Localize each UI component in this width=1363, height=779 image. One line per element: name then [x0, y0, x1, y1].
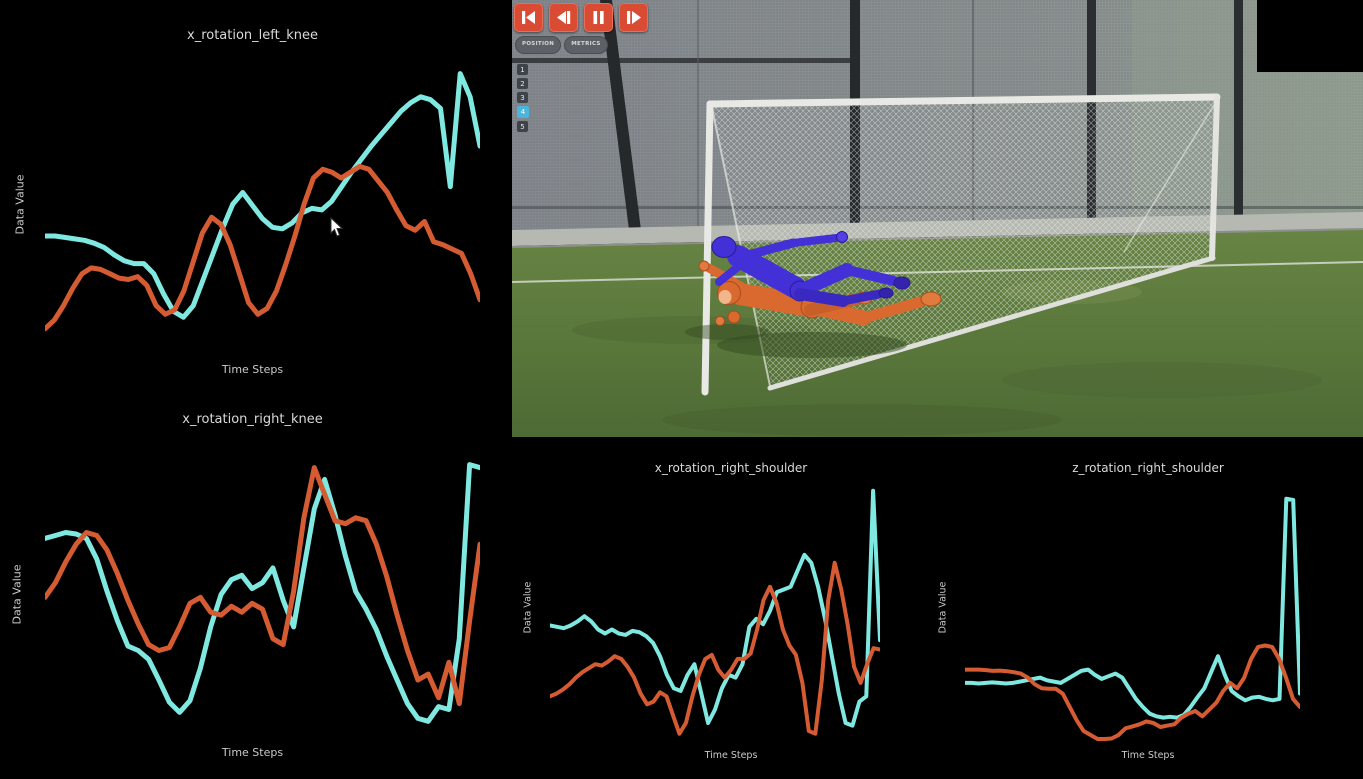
blue-mannequin	[711, 231, 911, 307]
chart-z-rotation-right-shoulder: z_rotation_right_shoulder Data Value Tim…	[935, 444, 1361, 779]
frame-selector: 1 2 3 4 5	[517, 64, 529, 132]
goal-right-post	[1209, 94, 1220, 261]
mouse-cursor	[330, 217, 344, 237]
chart-x-rotation-left-knee: x_rotation_left_knee Data Value Time Ste…	[0, 0, 505, 392]
pause-button[interactable]	[584, 3, 613, 32]
frame-item-2[interactable]: 2	[517, 78, 528, 89]
scene-render	[512, 0, 1363, 437]
line-plot	[45, 71, 480, 332]
x-axis-label: Time Steps	[1121, 750, 1175, 761]
chart-title: x_rotation_right_shoulder	[654, 461, 808, 475]
figure-shadow	[685, 324, 769, 340]
step-forward-button[interactable]	[619, 3, 648, 32]
y-axis-label: Data Value	[13, 174, 27, 235]
tab-metrics[interactable]: METRICS	[564, 36, 608, 54]
line-plot	[45, 462, 480, 724]
pause-icon	[593, 11, 604, 24]
figure-shadow	[717, 332, 907, 358]
top-right-black-panel	[1257, 0, 1363, 72]
simulation-viewport[interactable]: POSITION METRICS 1 2 3 4 5	[512, 0, 1363, 437]
orange-mannequin	[698, 260, 942, 326]
line-plot	[965, 496, 1300, 741]
frame-item-3[interactable]: 3	[517, 92, 528, 103]
chart-x-rotation-right-knee: x_rotation_right_knee Data Value Time St…	[0, 392, 505, 779]
x-axis-label: Time Steps	[704, 750, 758, 761]
frame-item-4-active[interactable]: 4	[517, 106, 529, 118]
x-axis-label: Time Steps	[221, 746, 284, 759]
goal-crossbar	[706, 93, 1221, 108]
line-plot	[550, 488, 880, 736]
y-axis-label: Data Value	[522, 581, 534, 634]
goal-left-post	[701, 100, 714, 396]
view-mode-tabs: POSITION METRICS	[515, 36, 608, 54]
step-backward-icon	[557, 11, 571, 24]
y-axis-label: Data Value	[10, 564, 24, 625]
goal-ground-bar	[767, 255, 1216, 391]
chart-title: x_rotation_right_knee	[182, 412, 323, 427]
skip-to-start-icon	[522, 11, 535, 24]
step-backward-button[interactable]	[549, 3, 578, 32]
playback-controls	[514, 3, 648, 32]
chart-title: z_rotation_right_shoulder	[1072, 461, 1224, 475]
frame-item-1[interactable]: 1	[517, 64, 528, 75]
chart-x-rotation-right-shoulder: x_rotation_right_shoulder Data Value Tim…	[518, 444, 944, 779]
skip-to-start-button[interactable]	[514, 3, 543, 32]
frame-item-5[interactable]: 5	[517, 121, 528, 132]
chart-title: x_rotation_left_knee	[187, 28, 318, 43]
y-axis-label: Data Value	[937, 581, 949, 634]
tab-position[interactable]: POSITION	[515, 36, 562, 54]
step-forward-icon	[627, 11, 641, 24]
x-axis-label: Time Steps	[221, 363, 284, 376]
